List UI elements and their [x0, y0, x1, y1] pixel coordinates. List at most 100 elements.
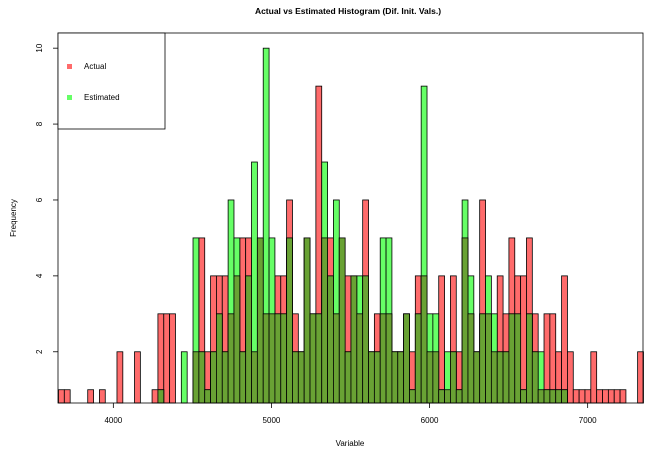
bar-overlap	[303, 237, 311, 404]
plot-frame	[57, 32, 644, 404]
bar-overlap	[297, 351, 305, 404]
bar-overlap	[438, 389, 445, 404]
bar-actual	[520, 275, 527, 404]
bar-overlap	[280, 313, 288, 404]
bar-actual	[151, 389, 159, 404]
bar-overlap	[292, 351, 299, 404]
bar-overlap	[426, 351, 434, 404]
legend-box	[57, 32, 166, 130]
bar-actual	[561, 275, 568, 404]
bar-actual	[163, 313, 171, 404]
bar-overlap	[490, 351, 498, 404]
bar-overlap	[227, 313, 235, 404]
bar-overlap	[362, 275, 369, 404]
bar-overlap	[502, 351, 510, 404]
bar-actual	[567, 351, 574, 404]
y-axis-label: Frequency	[9, 199, 18, 237]
bar-overlap	[204, 389, 211, 404]
x-tick-label: 6000	[421, 416, 439, 425]
y-tick-label: 4	[35, 273, 44, 278]
bar-overlap	[239, 351, 247, 404]
bar-overlap	[461, 237, 469, 404]
bar-overlap	[274, 313, 282, 404]
bar-overlap	[321, 237, 328, 404]
bar-overlap	[520, 389, 527, 404]
bar-overlap	[385, 313, 393, 404]
bar-overlap	[409, 389, 416, 404]
bar-overlap	[444, 389, 451, 404]
bar-overlap	[420, 275, 428, 404]
bar-overlap	[256, 237, 264, 404]
bar-overlap	[268, 313, 276, 404]
bar-actual	[613, 389, 621, 404]
bar-overlap	[496, 351, 504, 404]
bar-actual	[116, 351, 124, 404]
y-tick-label: 2	[35, 349, 44, 354]
bar-overlap	[245, 275, 252, 404]
x-axis-label: Variable	[336, 439, 365, 448]
bar-overlap	[192, 351, 200, 404]
bar-overlap	[157, 389, 165, 404]
bar-overlap	[432, 351, 440, 404]
bar-actual	[58, 389, 65, 404]
legend: Actual Estimated	[57, 32, 166, 130]
bar-overlap	[216, 313, 223, 404]
bar-overlap	[315, 313, 323, 404]
x-tick-label: 7000	[579, 416, 597, 425]
bar-overlap	[473, 351, 481, 404]
y-tick-label: 8	[35, 121, 44, 126]
bar-overlap	[262, 313, 270, 404]
bar-overlap	[526, 313, 533, 404]
bar-actual	[87, 389, 94, 404]
bar-overlap	[350, 275, 358, 404]
bar-overlap	[327, 275, 334, 404]
bar-overlap	[368, 351, 375, 404]
bar-actual	[637, 351, 644, 404]
bar-overlap	[233, 275, 241, 404]
bar-estimated	[180, 351, 188, 404]
bar-overlap	[467, 313, 475, 404]
bar-actual	[578, 389, 586, 404]
bar-overlap	[485, 313, 492, 404]
bar-actual	[607, 389, 615, 404]
bar-overlap	[531, 351, 539, 404]
bar-overlap	[555, 389, 562, 404]
bar-overlap	[338, 237, 346, 404]
bar-overlap	[210, 351, 217, 404]
legend-label-actual: Actual	[84, 62, 106, 71]
bar-overlap	[333, 313, 340, 404]
bar-overlap	[356, 313, 364, 404]
bar-actual	[134, 351, 141, 404]
bar-overlap	[537, 389, 545, 404]
bar-overlap	[549, 389, 557, 404]
bar-overlap	[450, 351, 457, 404]
bar-overlap	[397, 351, 405, 404]
bar-actual	[590, 351, 598, 404]
bar-overlap	[508, 313, 516, 404]
bar-overlap	[479, 313, 486, 404]
bar-overlap	[514, 313, 522, 404]
bar-actual	[572, 389, 580, 404]
bar-actual	[169, 313, 176, 404]
bar-overlap	[414, 313, 422, 404]
bar-overlap	[286, 237, 293, 404]
chart-title: Actual vs Estimated Histogram (Dif. Init…	[255, 6, 441, 16]
bar-overlap	[373, 351, 381, 404]
y-tick-label: 6	[35, 197, 44, 202]
bar-overlap	[561, 389, 568, 404]
bar-overlap	[543, 389, 551, 404]
x-tick-label: 5000	[263, 416, 281, 425]
bar-overlap	[455, 389, 463, 404]
bar-overlap	[309, 313, 317, 404]
bar-overlap	[221, 351, 229, 404]
legend-swatch-estimated	[67, 95, 72, 100]
bar-actual	[619, 389, 627, 404]
x-axis: 4000 5000 6000 7000	[104, 403, 597, 425]
legend-label-estimated: Estimated	[84, 93, 120, 102]
bar-overlap	[379, 313, 387, 404]
y-tick-label: 10	[35, 43, 44, 52]
bar-actual	[602, 389, 609, 404]
bar-actual	[63, 389, 71, 404]
bar-overlap	[344, 351, 352, 404]
